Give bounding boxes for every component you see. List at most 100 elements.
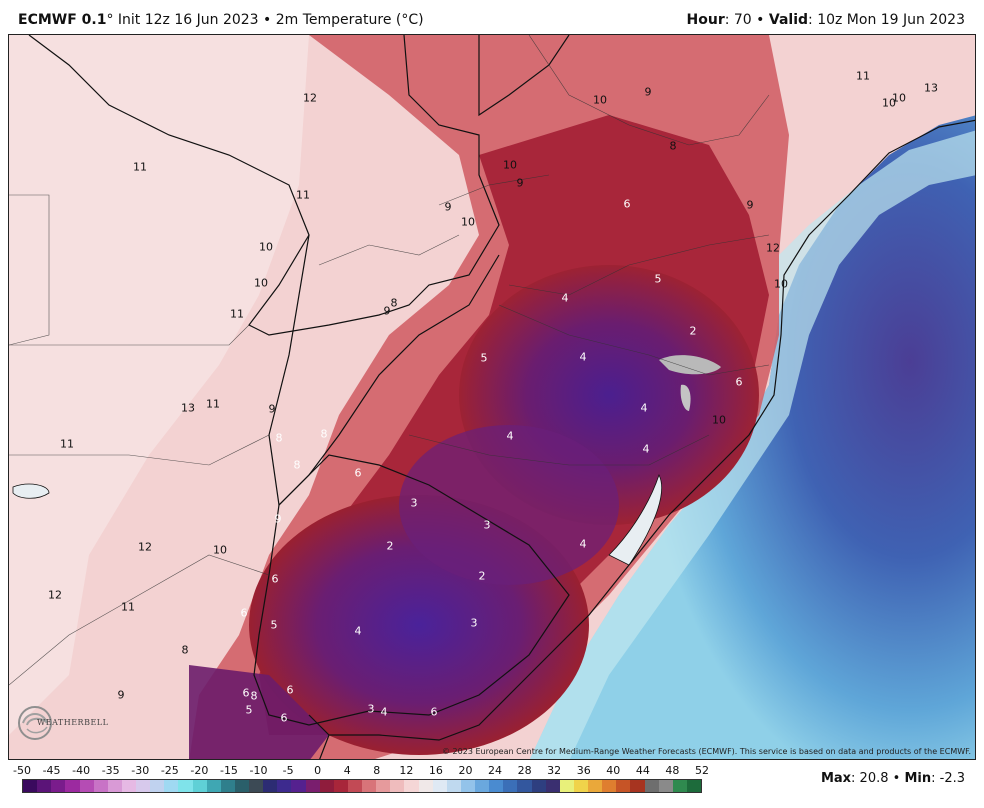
contour-label: 4: [579, 350, 587, 364]
contour-label: 2: [478, 569, 486, 583]
valid-label: Valid: [768, 12, 809, 28]
contour-label: 11: [60, 437, 74, 451]
temperature-map[interactable]: 11 12 11 10 10 11 8 9 9 10 10 9 10 9 8 11 10 10 13 9 12 10 6 5 4…: [8, 34, 976, 760]
colorbar-segment: [390, 780, 405, 792]
contour-label: 6: [280, 711, 288, 725]
colorbar-segment: [192, 780, 207, 792]
cool-west-zone: [9, 35, 309, 735]
colorbar-segment: [305, 780, 320, 792]
contour-label: 4: [642, 442, 650, 456]
colorbar-segment: [432, 780, 447, 792]
contour-label: 5: [480, 351, 488, 365]
contour-label: 10: [712, 413, 726, 427]
colorbar-segment: [291, 780, 306, 792]
contour-label: 10: [892, 91, 906, 105]
contour-label: 9: [516, 176, 524, 190]
state-borders: [9, 35, 770, 686]
cold-band-southwest: [189, 665, 329, 759]
valid-time: Hour: 70 • Valid: 10z Mon 19 Jun 2023: [687, 12, 965, 28]
colorbar-tick-label: -40: [72, 764, 91, 777]
colorbar-tick-label: 20: [458, 764, 473, 777]
coastline: [329, 119, 975, 741]
contour-label: 12: [766, 241, 780, 255]
contour-label: 13: [181, 401, 195, 415]
title-separator: •: [258, 12, 276, 28]
colorbar-segment: [65, 780, 80, 792]
colorbar: -50 -45 -40 -35 -30 -25 -20 -15 -10 -5 0 4 8 12 16 20 24…: [13, 764, 709, 804]
colorbar-segment: [263, 780, 278, 792]
contour-label: 11: [230, 307, 244, 321]
contour-label: 9: [117, 688, 125, 702]
contour-label: 3: [410, 496, 418, 510]
contour-label: 10: [503, 158, 517, 172]
colorbar-segment: [121, 780, 136, 792]
contour-label: 9: [274, 512, 282, 526]
contour-label: 4: [380, 705, 388, 719]
colorbar-tick-label: 0: [314, 764, 322, 777]
colorbar-tick-label: -10: [249, 764, 268, 777]
colorbar-segment: [573, 780, 588, 792]
colorbar-segment: [234, 780, 249, 792]
colorbar-segment: [376, 780, 391, 792]
contour-label: 8: [320, 427, 328, 441]
colorbar-scale: [22, 779, 702, 793]
weatherbell-logo: WEATHERBELL: [15, 703, 109, 747]
stats-separator: •: [888, 771, 905, 786]
product-name: 2m Temperature (°C): [275, 12, 424, 28]
colorbar-tick-label: 36: [576, 764, 591, 777]
colorbar-segment: [333, 780, 348, 792]
contour-label: 6: [242, 686, 250, 700]
contour-label: 9: [644, 85, 652, 99]
contour-label: 11: [296, 188, 310, 202]
colorbar-segment: [517, 780, 532, 792]
colorbar-segment: [164, 780, 179, 792]
colorbar-segment: [93, 780, 108, 792]
colorbar-segment: [51, 780, 66, 792]
contour-label: 6: [286, 683, 294, 697]
contour-label: 11: [121, 600, 135, 614]
colorbar-tick-label: 40: [606, 764, 621, 777]
colorbar-tick-label: -25: [160, 764, 179, 777]
contour-label: 2: [386, 539, 394, 553]
map-canvas: [9, 35, 975, 759]
ecmwf-credit: © 2023 European Centre for Medium-Range …: [442, 747, 971, 756]
colorbar-segment: [446, 780, 461, 792]
contour-label: 10: [254, 276, 268, 290]
coastal-lagoon: [608, 473, 663, 566]
contour-label: 6: [735, 375, 743, 389]
colorbar-segment: [672, 780, 687, 792]
contour-label: 12: [138, 540, 152, 554]
cold-core-middle: [399, 425, 619, 585]
colorbar-segment: [150, 780, 165, 792]
max-label: Max: [820, 771, 852, 786]
logo-text: WEATHERBELL: [37, 718, 109, 727]
contour-label: 8: [181, 643, 189, 657]
colorbar-tick-label: 48: [665, 764, 680, 777]
colorbar-tick-label: -35: [101, 764, 120, 777]
colorbar-tick-label: -20: [190, 764, 209, 777]
min-label: Min: [904, 771, 932, 786]
contour-label: 6: [623, 197, 631, 211]
colorbar-segment: [658, 780, 673, 792]
colorbar-segment: [475, 780, 490, 792]
contour-label: 12: [303, 91, 317, 105]
colorbar-tick-label: 16: [428, 764, 443, 777]
colorbar-tick-label: 24: [488, 764, 503, 777]
contour-label: 3: [483, 518, 491, 532]
init-time: Init 12z 16 Jun 2023: [117, 12, 259, 28]
valid-value: : 10z Mon 19 Jun 2023: [808, 12, 965, 28]
colorbar-segment: [418, 780, 433, 792]
weatherbell-swirl-icon: [18, 706, 52, 740]
contour-label: 6: [271, 572, 279, 586]
colorbar-segment: [249, 780, 264, 792]
colorbar-segment: [23, 780, 38, 792]
contour-label: 6: [354, 466, 362, 480]
coastal-cool-water: [529, 130, 975, 759]
freezing-patch-1: [659, 355, 721, 375]
colorbar-segment: [503, 780, 518, 792]
colorbar-segment: [686, 780, 701, 792]
colorbar-tick-label: -5: [282, 764, 294, 777]
freezing-patch-2: [680, 384, 691, 411]
colorbar-segment: [531, 780, 546, 792]
colorbar-segment: [79, 780, 94, 792]
